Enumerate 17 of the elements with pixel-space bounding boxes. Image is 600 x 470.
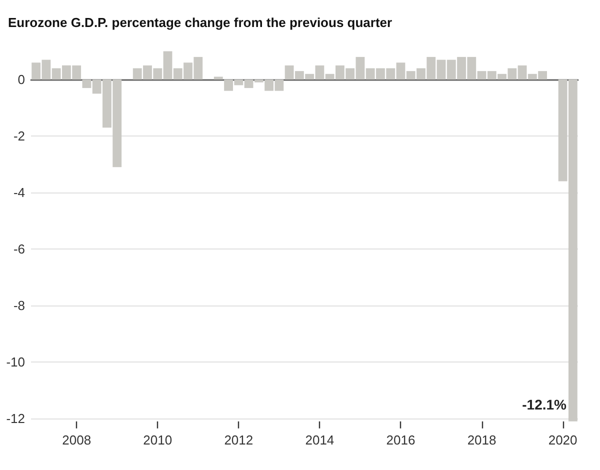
x-tick-label: 2014	[305, 432, 334, 448]
y-tick-label: 0	[18, 72, 25, 88]
x-tick-label: 2010	[143, 432, 172, 448]
y-tick-label: -4	[13, 185, 25, 200]
y-tick-label: -8	[13, 298, 25, 314]
x-tick-label: 2016	[386, 432, 416, 448]
x-tick-label: 2008	[62, 432, 92, 448]
x-tick-label: 2020	[548, 432, 578, 448]
bar	[214, 76, 223, 80]
y-tick-label: -10	[6, 354, 25, 370]
x-tick-label: 2018	[467, 432, 496, 448]
y-tick-label: -2	[13, 128, 25, 144]
y-tick-label: -6	[13, 242, 25, 257]
x-tick-label: 2012	[224, 432, 254, 448]
chart-title: Eurozone G.D.P. percentage change from the previous quarter	[8, 15, 392, 30]
y-tick-label: -12	[6, 411, 25, 426]
data-label: -12.1%	[522, 396, 568, 412]
